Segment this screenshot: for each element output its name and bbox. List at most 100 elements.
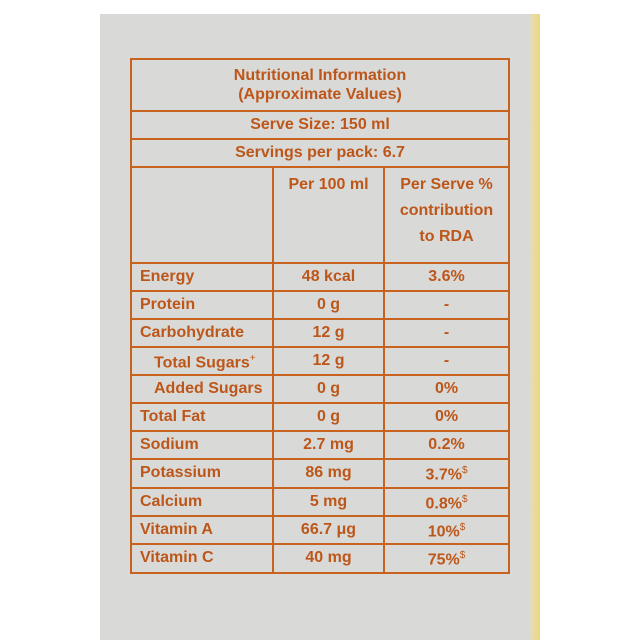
table-row: Vitamin A 66.7 μg 10%$ [130,514,511,546]
table-row: Nutritional Information (Approximate Valu… [129,58,511,112]
servings-cell: Servings per pack: 6.7 [129,138,511,168]
table-row: Serve Size: 150 ml [129,110,511,140]
nutrient-cell: Total Sugars+ [130,345,274,377]
rda-cell: 75%$ [382,543,511,574]
rda-cell: 0% [382,402,511,433]
per-100ml-value: 0 g [316,408,341,426]
column-header-text: Per Serve % contribution to RDA [399,176,494,245]
per-100ml-value: 40 mg [305,549,352,567]
rda-cell: 3.7%$ [382,458,511,489]
nutrient-name: Total Fat [140,408,206,426]
footnote-mark: $ [461,493,468,505]
table-row: Per 100 ml Per Serve % contribution to RD… [130,166,511,264]
nutrient-cell: Protein [130,290,274,320]
nutrient-cell: Added Sugars [130,374,274,405]
rda-cell: 0.8%$ [382,486,511,517]
side-strip [530,14,540,640]
table-row: Carbohydrate 12 g - [130,318,511,348]
nutrient-cell: Sodium [130,430,274,461]
per-100ml-value: 12 g [312,324,345,341]
rda-cell: 0.2% [382,430,511,461]
per-100ml-value: 5 mg [309,492,348,510]
per-100ml-value: 0 g [316,296,341,313]
per-100ml-value: 12 g [312,352,345,370]
per-100ml-cell: 12 g [272,345,385,377]
title-cell: Nutritional Information (Approximate Valu… [129,58,511,112]
nutrient-cell: Calcium [130,486,274,517]
nutrient-cell: Vitamin A [130,514,274,546]
nutrient-name: Potassium [140,464,221,482]
per-100ml-value: 48 kcal [301,268,356,285]
rda-cell: 10%$ [382,514,511,546]
table-row: Calcium 5 mg 0.8%$ [130,486,511,517]
rda-value: 0.2% [428,436,465,454]
per-100ml-cell: 0 g [272,374,385,405]
table-row: Added Sugars 0 g 0% [130,374,511,405]
per-100ml-cell: 66.7 μg [272,514,385,546]
rda-value: 0% [434,408,459,426]
column-header: Per 100 ml [272,166,385,264]
table-row: Servings per pack: 6.7 [129,138,511,168]
nutrient-name: Protein [140,296,196,313]
rda-value: - [443,296,450,313]
footnote-mark: + [249,353,256,364]
nutrient-cell: Vitamin C [130,543,274,574]
per-100ml-cell: 48 kcal [272,262,385,292]
per-100ml-cell: 0 g [272,290,385,320]
rda-value: - [443,324,450,341]
table-row: Total Fat 0 g 0% [130,402,511,433]
column-header: Per Serve % contribution to RDA [382,166,511,264]
rda-value: 0.8% [425,494,462,512]
table-row: Total Sugars+ 12 g- [130,345,511,377]
per-100ml-cell: 40 mg [272,543,385,574]
title-line: Nutritional Information [233,67,407,84]
nutrient-cell: Total Fat [130,402,274,433]
title-line: (Approximate Values) [238,86,402,103]
per-100ml-cell: 86 mg [272,458,385,489]
rda-value: - [443,352,450,370]
serve-size-cell: Serve Size: 150 ml [129,110,511,140]
serve-size: Serve Size: 150 ml [250,116,390,133]
rda-cell: - [382,290,511,320]
table-row: Protein 0 g - [130,290,511,320]
nutrient-name: Sodium [140,436,199,454]
nutrient-name: Total Sugars [154,354,250,372]
nutrient-cell: Potassium [130,458,274,489]
footnote-mark: $ [459,521,466,533]
table-body: Nutritional Information (Approximate Valu… [129,58,511,574]
nutrient-cell: Carbohydrate [130,318,274,348]
rda-value: 0% [434,380,459,398]
nutrient-name: Added Sugars [154,380,263,398]
rda-cell: 0% [382,374,511,405]
per-100ml-value: 66.7 μg [300,521,357,539]
rda-value: 3.7% [425,466,462,484]
per-100ml-value: 0 g [316,380,341,398]
per-100ml-value: 2.7 mg [303,436,354,454]
nutrient-name: Energy [140,268,195,285]
table-row: Vitamin C 40 mg 75%$ [130,543,511,574]
per-100ml-cell: 12 g [272,318,385,348]
nutrient-cell: Energy [130,262,274,292]
servings: Servings per pack: 6.7 [235,144,405,161]
nutrient-name: Vitamin A [140,521,213,539]
table-row: Potassium 86 mg 3.7%$ [130,458,511,489]
rda-value: 75% [427,551,460,569]
rda-cell: - [382,318,511,348]
per-100ml-value: 86 mg [305,464,352,482]
per-100ml-cell: 2.7 mg [272,430,385,461]
nutrition-table: Nutritional Information (Approximate Valu… [129,58,511,574]
rda-cell: 3.6% [382,262,511,292]
per-100ml-cell: 0 g [272,402,385,433]
nutrient-name: Carbohydrate [140,324,245,341]
rda-value: 3.6% [428,268,465,285]
blank-header [130,166,274,264]
rda-cell: - [382,345,511,377]
table-row: Sodium 2.7 mg 0.2% [130,430,511,461]
nutrient-name: Vitamin C [140,549,214,567]
footnote-mark: $ [459,550,466,562]
footnote-mark: $ [461,465,468,477]
per-100ml-cell: 5 mg [272,486,385,517]
table-row: Energy 48 kcal 3.6% [130,262,511,292]
rda-value: 10% [427,523,460,541]
